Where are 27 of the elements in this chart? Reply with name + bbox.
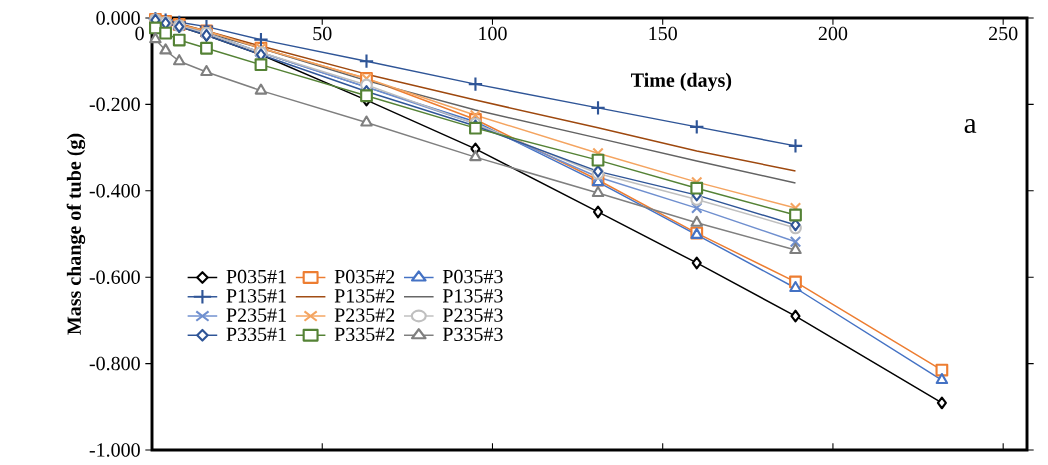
- x-tick-label: 100: [479, 26, 507, 41]
- annotation: a: [964, 118, 977, 134]
- legend-label: P235#1: [226, 308, 286, 322]
- x-tick-label: 50: [313, 26, 332, 41]
- y-tick-label: -0.600: [89, 270, 140, 284]
- y-tick-label: 0.000: [96, 11, 140, 25]
- legend-label: P035#1: [226, 269, 286, 284]
- x-tick-label: 200: [818, 26, 848, 41]
- y-tick-label: -0.400: [89, 184, 140, 198]
- legend-label: P035#3: [442, 269, 503, 284]
- x-axis-title: Time (days): [631, 72, 732, 92]
- legend-label: P335#1: [226, 327, 286, 342]
- x-tick-label: 250: [989, 26, 1018, 41]
- legend-label: P235#3: [442, 308, 503, 322]
- y-tick-label: -1.000: [89, 443, 140, 457]
- legend-label: P135#3: [442, 289, 503, 303]
- legend-label: P335#2: [334, 327, 395, 342]
- legend-label: P135#1: [226, 289, 286, 303]
- y-tick-label: -0.800: [89, 356, 140, 371]
- legend-label: P135#2: [334, 289, 395, 303]
- x-tick-label: 0: [135, 26, 144, 41]
- y-tick-label: -0.200: [89, 97, 140, 112]
- legend-label: P235#2: [334, 308, 395, 322]
- x-tick-label: 150: [649, 26, 677, 41]
- y-axis-title: Mass change of tube (g): [66, 133, 86, 335]
- legend-label: P335#3: [442, 327, 503, 342]
- legend-label: P035#2: [334, 269, 395, 284]
